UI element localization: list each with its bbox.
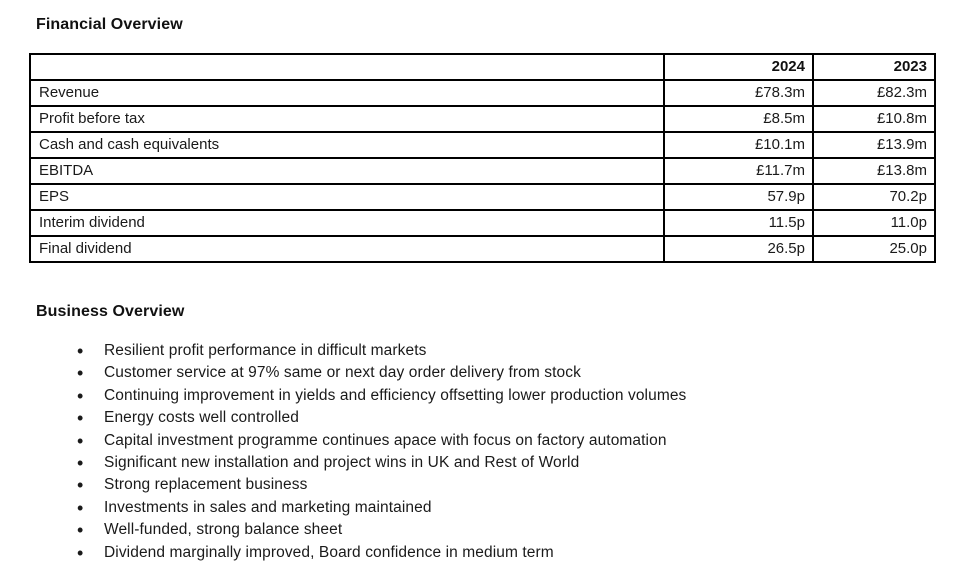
header-metric: [29, 53, 665, 81]
header-2024: 2024: [663, 53, 814, 81]
metric-label: EPS: [29, 183, 665, 211]
metric-label: Cash and cash equivalents: [29, 131, 665, 159]
value-2024: £8.5m: [663, 105, 814, 133]
list-item: Customer service at 97% same or next day…: [77, 362, 966, 385]
financial-table: 2024 2023 Revenue £78.3m £82.3m Profit b…: [29, 53, 936, 263]
list-item: Energy costs well controlled: [77, 407, 966, 430]
table-row-cash: Cash and cash equivalents £10.1m £13.9m: [29, 131, 936, 159]
table-row-eps: EPS 57.9p 70.2p: [29, 183, 936, 211]
value-2023: 70.2p: [812, 183, 936, 211]
list-item: Significant new installation and project…: [77, 452, 966, 475]
table-header-row: 2024 2023: [29, 53, 936, 81]
value-2024: 57.9p: [663, 183, 814, 211]
metric-label: Final dividend: [29, 235, 665, 263]
value-2024: £11.7m: [663, 157, 814, 185]
metric-label: Interim dividend: [29, 209, 665, 237]
table-row-ebitda: EBITDA £11.7m £13.8m: [29, 157, 936, 185]
value-2023: £13.8m: [812, 157, 936, 185]
value-2024: £78.3m: [663, 79, 814, 107]
list-item: Dividend marginally improved, Board conf…: [77, 542, 966, 565]
business-overview-title: Business Overview: [36, 303, 185, 320]
value-2024: £10.1m: [663, 131, 814, 159]
table-row-interim-dividend: Interim dividend 11.5p 11.0p: [29, 209, 936, 237]
table-row-profit-before-tax: Profit before tax £8.5m £10.8m: [29, 105, 936, 133]
table-row-final-dividend: Final dividend 26.5p 25.0p: [29, 235, 936, 263]
metric-label: Revenue: [29, 79, 665, 107]
metric-label: Profit before tax: [29, 105, 665, 133]
list-item: Well-funded, strong balance sheet: [77, 519, 966, 542]
value-2023: 11.0p: [812, 209, 936, 237]
metric-label: EBITDA: [29, 157, 665, 185]
value-2024: 26.5p: [663, 235, 814, 263]
list-item: Strong replacement business: [77, 474, 966, 497]
value-2023: £13.9m: [812, 131, 936, 159]
value-2023: £10.8m: [812, 105, 936, 133]
table-row-revenue: Revenue £78.3m £82.3m: [29, 79, 936, 107]
list-item: Resilient profit performance in difficul…: [77, 340, 966, 363]
business-overview-bullet-list: Resilient profit performance in difficul…: [77, 340, 966, 564]
list-item: Continuing improvement in yields and eff…: [77, 385, 966, 408]
financial-overview-title: Financial Overview: [36, 16, 183, 33]
list-item: Capital investment programme continues a…: [77, 430, 966, 453]
value-2024: 11.5p: [663, 209, 814, 237]
value-2023: 25.0p: [812, 235, 936, 263]
list-item: Investments in sales and marketing maint…: [77, 497, 966, 520]
header-2023: 2023: [812, 53, 936, 81]
value-2023: £82.3m: [812, 79, 936, 107]
